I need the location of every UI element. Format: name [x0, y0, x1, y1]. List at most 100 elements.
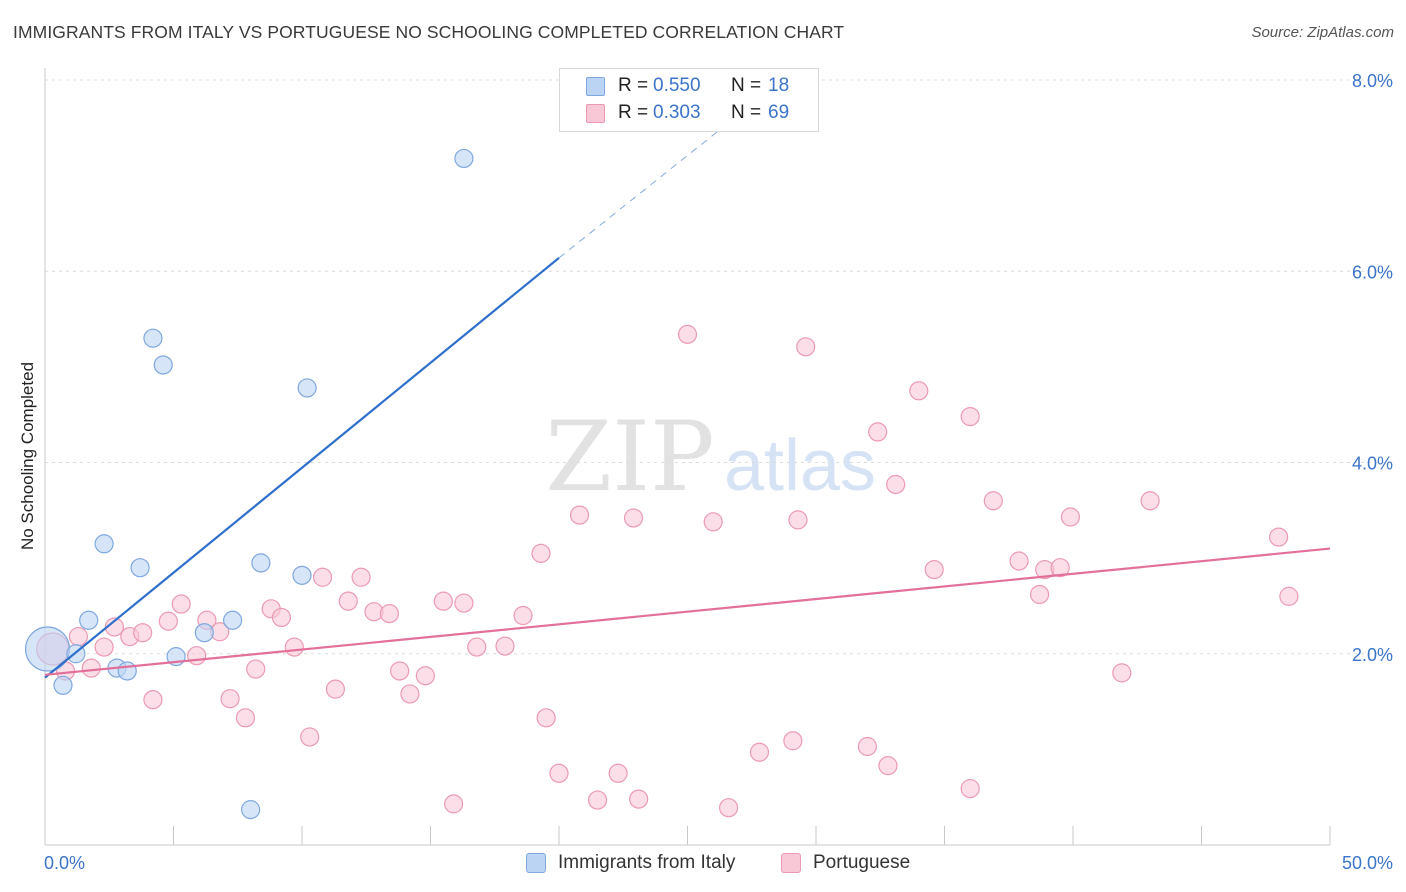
portuguese-data-point [81, 658, 101, 678]
portuguese-data-point [924, 559, 944, 580]
legend-r-label: R = [618, 102, 649, 123]
portuguese-data-point [495, 636, 515, 656]
source-credit: Source: ZipAtlas.com [1251, 24, 1394, 41]
chart-title: IMMIGRANTS FROM ITALY VS PORTUGUESE NO S… [13, 22, 845, 42]
italy-data-point [223, 610, 243, 630]
correlation-legend: R = 0.550 N = 18 R = 0.303 N = 69 [559, 68, 819, 132]
portuguese-data-point [1050, 558, 1070, 578]
portuguese-data-point [878, 756, 898, 776]
portuguese-data-point [857, 736, 878, 757]
italy-data-point [454, 148, 474, 169]
portuguese-data-point [351, 567, 371, 587]
portuguese-data-point [983, 491, 1003, 511]
italy-data-point [53, 675, 73, 695]
portuguese-data-point [467, 637, 487, 657]
legend-r-value: 0.303 [653, 102, 701, 123]
portuguese-data-point [454, 593, 474, 613]
italy-data-point [117, 661, 137, 681]
portuguese-data-point [415, 666, 435, 686]
portuguese-data-point [300, 727, 320, 747]
portuguese-data-point [338, 591, 358, 611]
x-tick-label-min: 0.0% [44, 853, 85, 873]
legend-n-label: N = [731, 102, 762, 123]
portuguese-data-point [1279, 586, 1299, 606]
legend-r-label: R = [618, 75, 649, 96]
portuguese-data-point [587, 790, 608, 810]
italy-data-point [94, 534, 114, 554]
bottom-legend-label-portuguese: Portuguese [813, 852, 911, 873]
portuguese-data-point [868, 422, 888, 442]
portuguese-data-point [796, 337, 816, 357]
y-tick-label: 4.0% [1352, 454, 1393, 474]
italy-data-point [292, 565, 312, 585]
portuguese-data-point [1140, 491, 1160, 511]
legend-n-value: 69 [768, 102, 790, 123]
portuguese-data-point [569, 505, 590, 525]
italy-data-point [79, 610, 99, 630]
axes [44, 68, 1331, 846]
bottom-legend-swatch-italy [526, 853, 546, 873]
portuguese-data-point [400, 684, 420, 704]
portuguese-trend-line [44, 547, 1331, 676]
watermark: ZIP atlas [545, 401, 876, 513]
legend-n-value: 18 [768, 75, 790, 96]
portuguese-data-point [68, 626, 89, 647]
portuguese-data-point [325, 679, 346, 699]
italy-data-point [130, 558, 150, 578]
portuguese-data-point [960, 407, 980, 427]
portuguese-data-point [909, 381, 929, 401]
watermark-atlas: atlas [724, 426, 876, 506]
portuguese-data-point [886, 474, 906, 495]
portuguese-data-point [94, 637, 114, 657]
portuguese-data-point [513, 605, 533, 626]
legend-n-label: N = [731, 75, 762, 96]
portuguese-data-point [549, 763, 569, 783]
portuguese-data-point [719, 798, 739, 818]
portuguese-data-point [379, 603, 399, 624]
y-tick-label: 8.0% [1352, 71, 1393, 91]
portuguese-data-point [1112, 663, 1132, 683]
portuguese-data-point [536, 708, 556, 728]
portuguese-data-point [1029, 584, 1050, 605]
y-tick-label: 6.0% [1352, 262, 1393, 282]
portuguese-data-point [220, 689, 240, 709]
portuguese-data-point [531, 543, 551, 563]
italy-data-point [143, 328, 163, 348]
portuguese-data-point [187, 646, 207, 666]
portuguese-data-point [171, 594, 191, 614]
portuguese-data-point [1268, 527, 1289, 547]
portuguese-data-point [433, 591, 453, 611]
y-tick-label: 2.0% [1352, 645, 1393, 665]
portuguese-data-point [1009, 551, 1029, 571]
portuguese-data-point [1060, 507, 1081, 527]
portuguese-data-point [960, 778, 980, 799]
trend-lines [44, 83, 1331, 679]
bottom-legend-swatch-portuguese [781, 853, 801, 873]
portuguese-data-point [158, 611, 178, 631]
portuguese-data-point [444, 794, 464, 814]
y-tick-labels: 2.0% 4.0% 6.0% 8.0% [1352, 71, 1393, 665]
italy-data-point [297, 378, 317, 398]
italy-data-point [153, 355, 173, 375]
x-tick-labels: 0.0% 50.0% [44, 853, 1393, 873]
portuguese-data-point [788, 510, 808, 530]
portuguese-data-point [271, 607, 292, 628]
portuguese-data-point [143, 690, 163, 710]
gridlines [45, 79, 1395, 655]
portuguese-data-point [284, 637, 304, 657]
legend-swatch-portuguese [586, 104, 605, 123]
x-tick-label-max: 50.0% [1342, 853, 1393, 873]
portuguese-data-point [749, 742, 770, 762]
portuguese-data-point [390, 661, 410, 681]
italy-trend-line [44, 257, 560, 679]
portuguese-data-point [246, 659, 266, 679]
italy-data-point [241, 800, 261, 820]
portuguese-data-point [629, 789, 649, 809]
bottom-legend-label-italy: Immigrants from Italy [558, 852, 736, 873]
portuguese-data-point [703, 512, 723, 532]
portuguese-data-point [608, 763, 628, 783]
portuguese-data-point [133, 623, 153, 643]
portuguese-data-point [783, 731, 803, 751]
portuguese-data-point [623, 508, 644, 528]
